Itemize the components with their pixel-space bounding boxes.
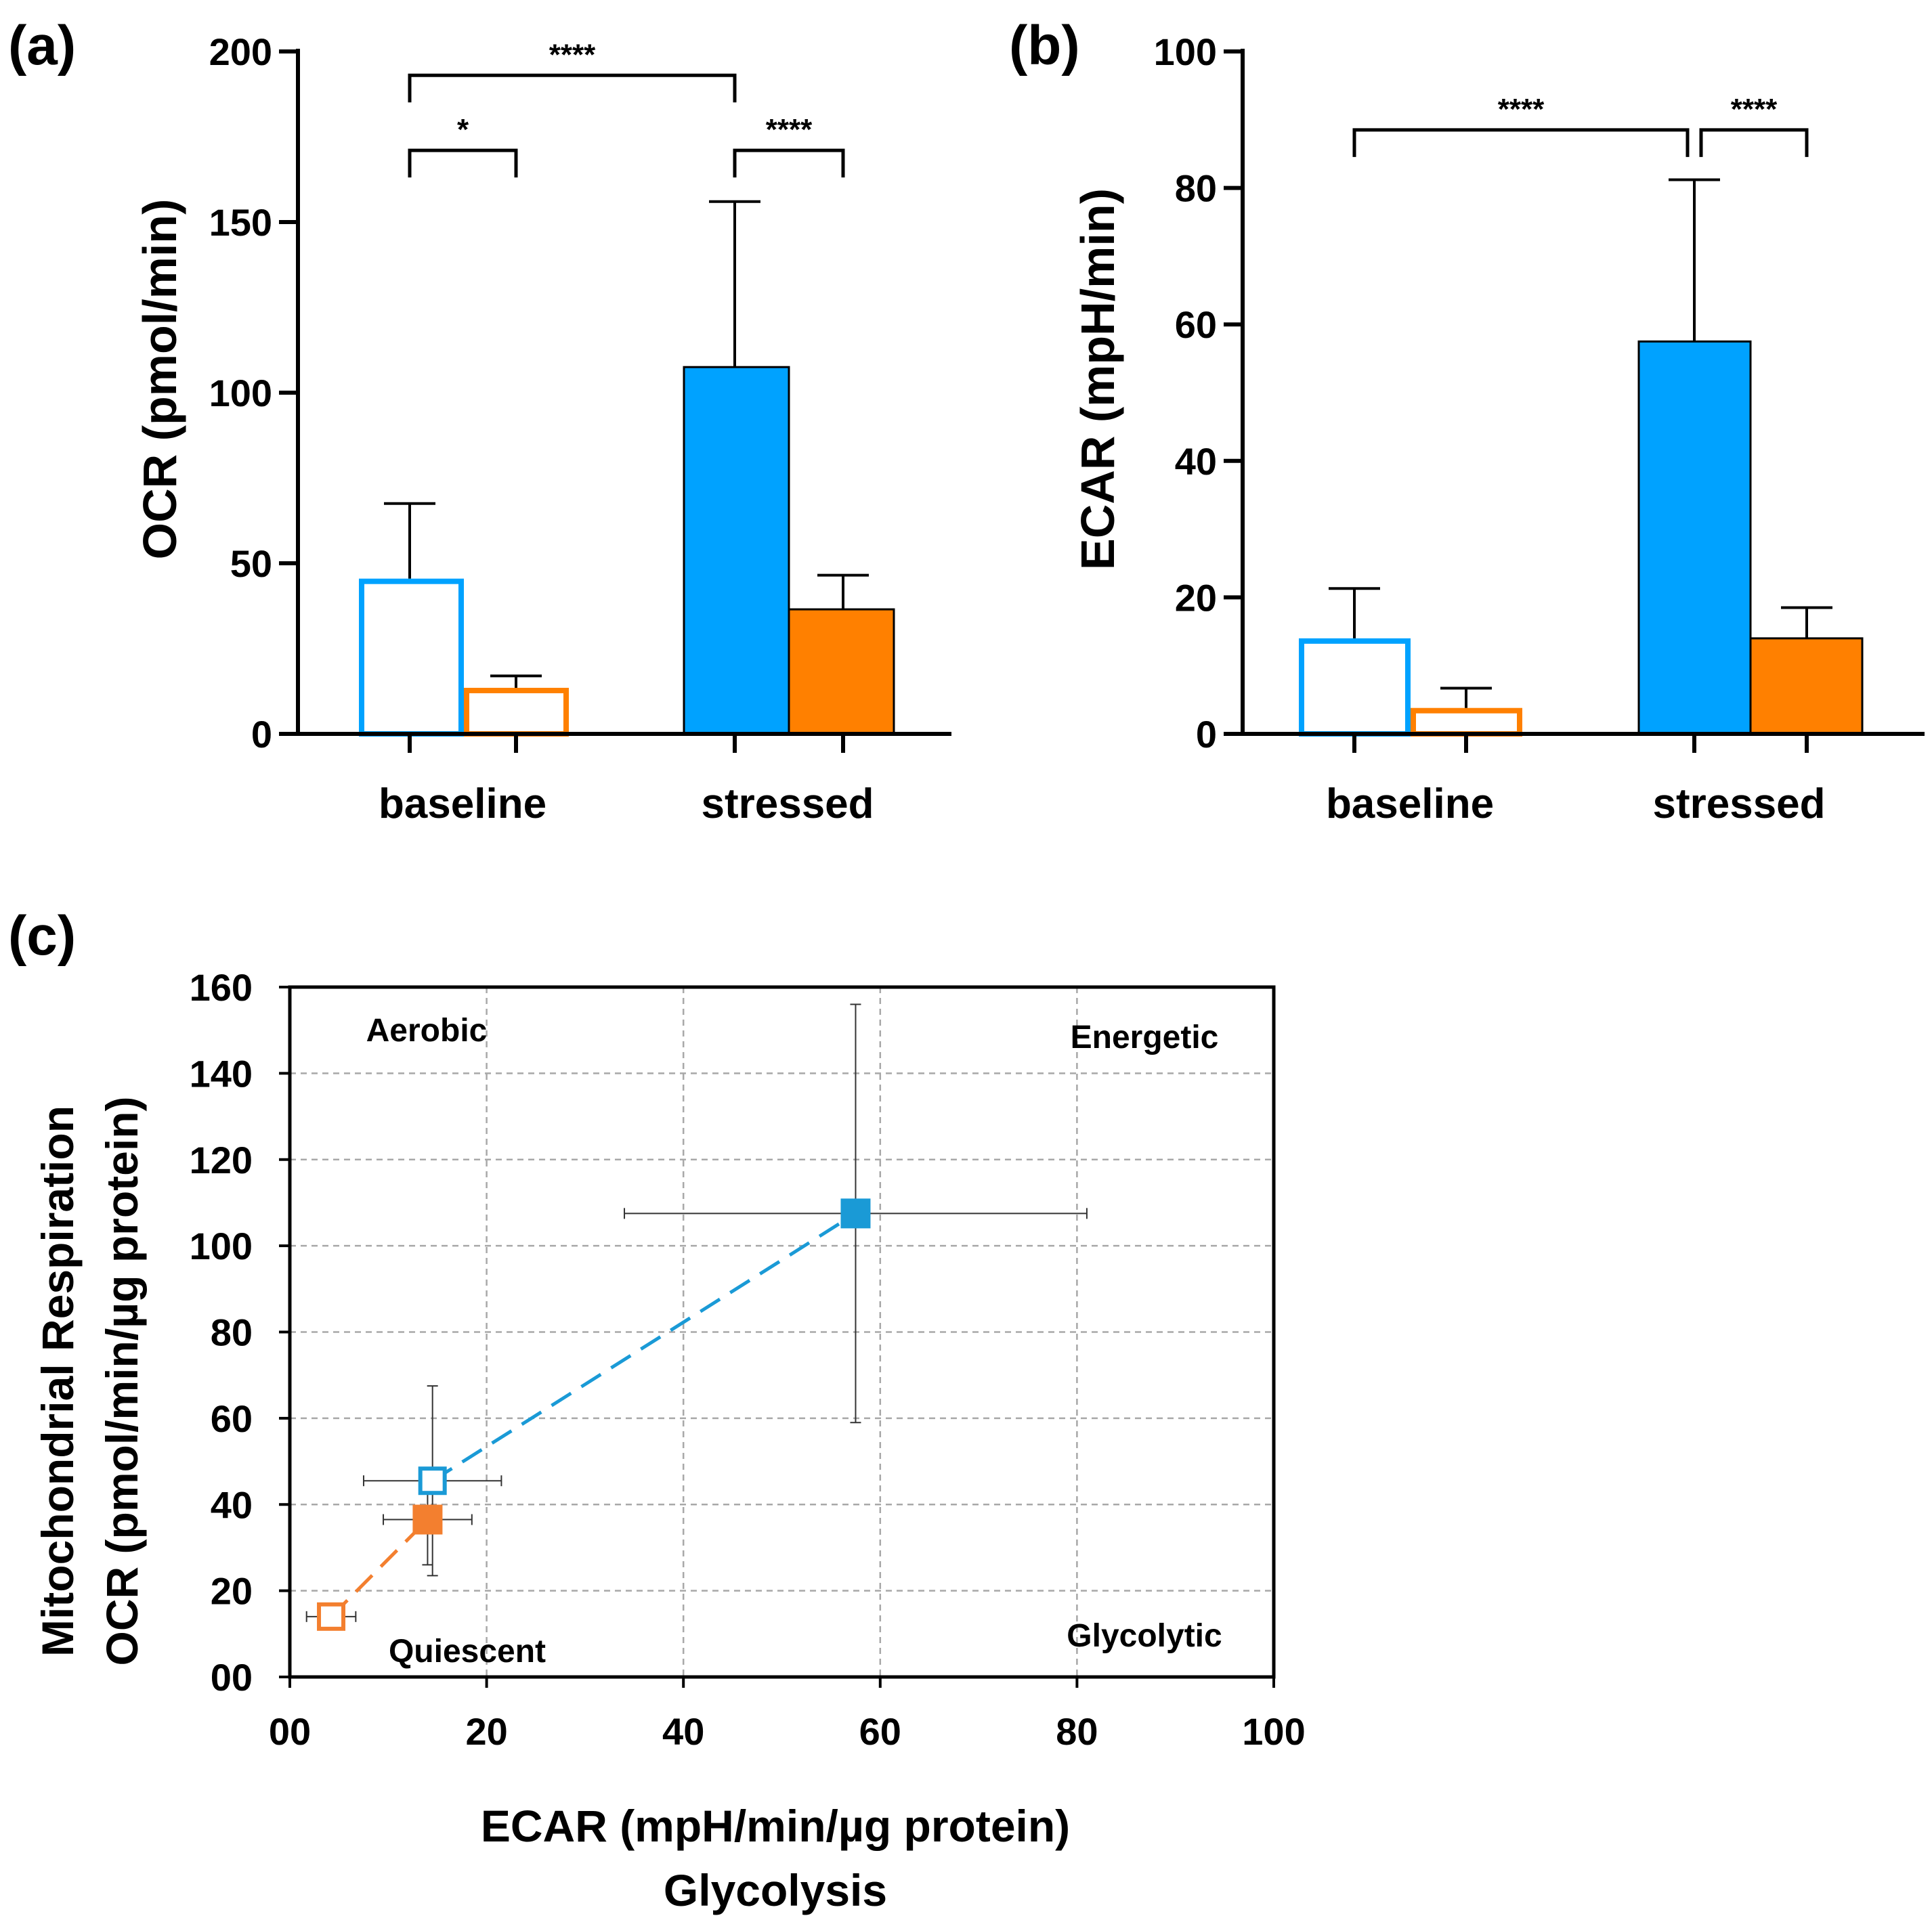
panel-a-xticks xyxy=(408,734,845,753)
y-tick-label: 00 xyxy=(211,1656,253,1699)
panel-a-error-bars xyxy=(384,200,869,688)
quadrant-glycolytic: Glycolytic xyxy=(1067,1618,1222,1654)
significance-label: * xyxy=(457,113,469,146)
x-tick-label: 40 xyxy=(662,1710,704,1753)
panel-b-xticks xyxy=(1352,734,1809,753)
panel-b-label: (b) xyxy=(1009,15,1080,77)
panel-b-error-bars xyxy=(1329,178,1832,708)
y-tick-label: 60 xyxy=(211,1397,253,1440)
point-blue-1 xyxy=(840,1198,871,1229)
y-tick-label: 40 xyxy=(211,1483,253,1526)
y-tick-label: 160 xyxy=(190,966,253,1009)
x-tick-label: 20 xyxy=(465,1710,507,1753)
panel-c-connectors xyxy=(330,1212,857,1618)
x-tick-label: 100 xyxy=(1242,1710,1305,1753)
quadrant-quiescent: Quiescent xyxy=(389,1634,546,1670)
y-tick-label: 50 xyxy=(230,542,272,585)
point-orange-1 xyxy=(412,1504,443,1535)
panel-c-points xyxy=(317,1198,871,1631)
panel-a-yticks: 0 50 100 150 200 xyxy=(209,30,298,756)
bar-orange-baseline xyxy=(1411,707,1522,737)
panel-a-category-stressed: stressed xyxy=(701,781,874,827)
significance-label: **** xyxy=(1498,93,1545,126)
panel-a-category-baseline: baseline xyxy=(379,781,546,827)
panel-a-label: (a) xyxy=(8,15,76,77)
panel-c: (c) Mitochondrial Respiration OCR (pmol/… xyxy=(8,905,1306,1915)
x-tick-label: 60 xyxy=(859,1710,901,1753)
point-orange-0 xyxy=(317,1602,346,1631)
bar-blue-baseline xyxy=(359,578,464,737)
panel-c-xticks: 00 20 40 60 80 100 xyxy=(269,1677,1306,1753)
significance-label: **** xyxy=(1731,93,1778,126)
significance-label: **** xyxy=(766,113,813,146)
point-blue-0 xyxy=(418,1466,447,1496)
y-tick-label: 20 xyxy=(1175,576,1217,619)
panel-c-grid xyxy=(290,987,1274,1677)
panel-c-xlabel-line1: ECAR (mpH/min/µg protein) xyxy=(481,1801,1070,1851)
significance-label: **** xyxy=(549,38,596,71)
quadrant-aerobic: Aerobic xyxy=(366,1013,488,1049)
connector-blue xyxy=(431,1212,857,1483)
y-tick-label: 100 xyxy=(190,1225,253,1267)
y-tick-label: 100 xyxy=(209,372,272,414)
bar-blue-stressed xyxy=(683,366,790,735)
bar-orange-baseline xyxy=(464,687,569,737)
significance-bracket xyxy=(408,73,737,103)
y-tick-label: 100 xyxy=(1154,30,1217,73)
y-tick-label: 60 xyxy=(1175,303,1217,346)
panel-c-frame xyxy=(288,985,1276,1679)
y-tick-label: 80 xyxy=(211,1311,253,1354)
y-tick-label: 140 xyxy=(190,1052,253,1095)
quadrant-energetic: Energetic xyxy=(1071,1020,1219,1055)
panel-b-category-baseline: baseline xyxy=(1326,781,1494,827)
panel-c-yticks: 00 20 40 60 80 100 120 140 160 xyxy=(190,966,290,1699)
panel-c-label: (c) xyxy=(8,905,76,967)
bar-blue-stressed xyxy=(1637,340,1752,735)
panel-c-ylabel-line2: OCR (pmol/min/µg protein) xyxy=(97,1097,147,1666)
y-tick-label: 0 xyxy=(251,713,272,756)
panel-c-ylabel-line1: Mitochondrial Respiration xyxy=(33,1106,83,1657)
bar-orange-stressed xyxy=(788,608,895,735)
panel-b-yticks: 0 20 40 60 80 100 xyxy=(1154,30,1243,756)
x-tick-label: 80 xyxy=(1056,1710,1098,1753)
panel-a-ylabel: OCR (pmol/min) xyxy=(133,199,186,560)
x-tick-label: 00 xyxy=(269,1710,311,1753)
connector-orange xyxy=(330,1518,429,1618)
y-tick-label: 80 xyxy=(1175,167,1217,210)
panel-a-bars xyxy=(359,366,895,737)
panel-b-category-stressed: stressed xyxy=(1652,781,1825,827)
y-tick-label: 120 xyxy=(190,1139,253,1181)
significance-bracket xyxy=(733,148,845,178)
panel-a-significance: * ******** xyxy=(408,38,845,178)
panel-b-significance: **** **** xyxy=(1352,93,1809,157)
panel-b-bars xyxy=(1299,340,1864,737)
y-tick-label: 40 xyxy=(1175,440,1217,483)
y-tick-label: 150 xyxy=(209,201,272,244)
bar-blue-baseline xyxy=(1299,638,1411,737)
y-tick-label: 200 xyxy=(209,30,272,73)
y-tick-label: 20 xyxy=(211,1570,253,1613)
y-tick-label: 0 xyxy=(1196,713,1217,756)
bar-orange-stressed xyxy=(1749,637,1864,735)
significance-bracket xyxy=(408,148,518,178)
panel-c-xlabel-line2: Glycolysis xyxy=(664,1865,887,1915)
panel-b-ylabel: ECAR (mpH/min) xyxy=(1071,188,1124,570)
significance-bracket xyxy=(1699,128,1809,157)
significance-bracket xyxy=(1352,128,1690,157)
